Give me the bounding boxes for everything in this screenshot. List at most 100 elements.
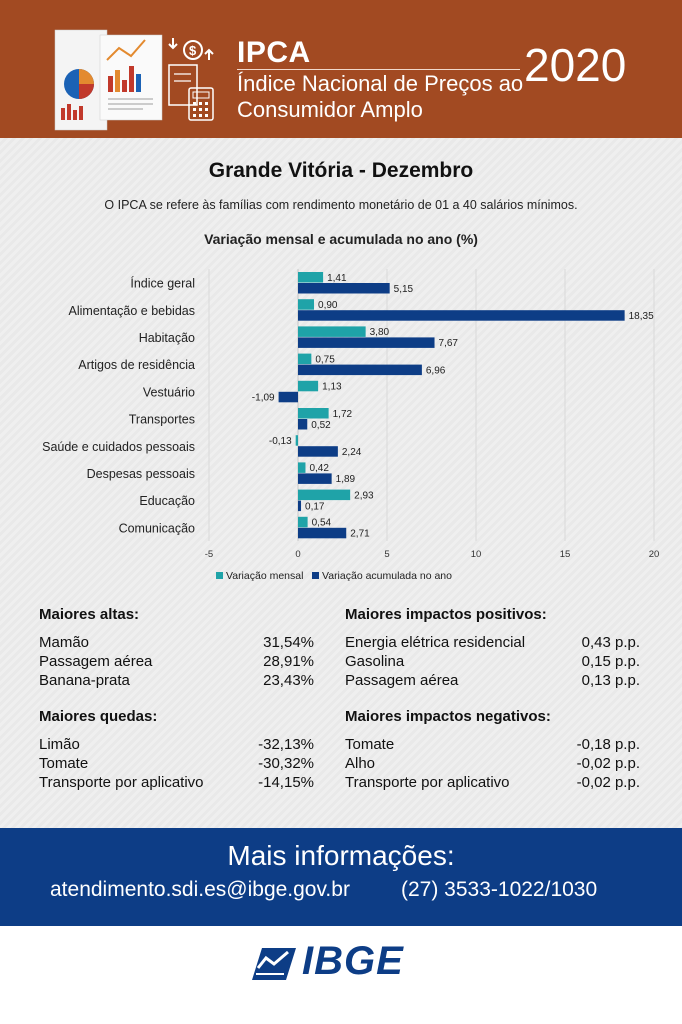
list-item: Banana-prata 23,43%	[39, 672, 314, 689]
list-item-name: Tomate	[345, 736, 395, 753]
contact-email-link[interactable]: atendimento.sdi.es@ibge.gov.br	[50, 878, 350, 901]
list-item-name: Mamão	[39, 634, 90, 651]
bar-accumulated	[278, 391, 298, 403]
list-item: Energia elétrica residencial 0,43 p.p.	[345, 634, 640, 651]
page-title: Grande Vitória - Dezembro	[208, 159, 474, 182]
list-item-name: Transporte por aplicativo	[345, 774, 510, 791]
report-illustration-icon: $	[54, 29, 214, 131]
data-label: 1,89	[336, 474, 356, 485]
bar-accumulated	[298, 446, 338, 457]
list-item-name: Tomate	[39, 755, 89, 772]
ibge-logo-icon	[252, 948, 296, 980]
data-label: 0,75	[315, 354, 335, 365]
data-label: 2,71	[350, 529, 370, 540]
data-label: 2,24	[342, 447, 362, 458]
data-label: 0,17	[305, 501, 325, 512]
list-item-name: Energia elétrica residencial	[345, 634, 526, 651]
category-label: Artigos de residência	[78, 358, 195, 372]
impactos-negativos-title: Maiores impactos negativos:	[345, 708, 551, 725]
data-label: 0,42	[309, 463, 329, 474]
footer-title: Mais informações:	[227, 840, 455, 871]
bar-monthly	[298, 516, 308, 528]
data-label: 1,72	[333, 409, 353, 420]
logo-text: IBGE	[302, 939, 404, 983]
header-subtitle: Índice Nacional de Preços ao Consumidor …	[237, 71, 527, 123]
bar-accumulated	[298, 283, 390, 294]
quedas-title: Maiores quedas:	[39, 708, 158, 725]
legend-label: Variação mensal	[226, 570, 303, 582]
x-tick-label: 0	[295, 549, 300, 560]
list-item-value: 0,13 p.p.	[581, 672, 640, 689]
list-item-value: -30,32%	[258, 755, 314, 772]
bar-accumulated	[298, 500, 302, 512]
list-item-value: 0,15 p.p.	[581, 653, 640, 670]
data-label: -0,13	[269, 436, 292, 447]
data-label: 6,96	[426, 365, 446, 376]
altas-title: Maiores altas:	[39, 606, 140, 623]
header-divider	[237, 69, 520, 70]
list-item-name: Alho	[345, 755, 376, 772]
category-label: Vestuário	[143, 385, 195, 399]
list-item-value: 28,91%	[263, 653, 314, 670]
list-item-name: Banana-prata	[39, 672, 130, 689]
x-tick-label: -5	[205, 549, 213, 560]
list-item: Tomate -30,32%	[39, 755, 314, 772]
list-item: Mamão 31,54%	[39, 634, 314, 651]
bar-chart: -5 0 5 10 15 20 Índice geral 1,41 5,15 Alimentaçã…	[42, 269, 660, 582]
header-year: 2020	[524, 39, 627, 91]
data-label: 5,15	[394, 284, 414, 295]
list-item-name: Passagem aérea	[345, 672, 459, 689]
list-item-value: 31,54%	[263, 634, 314, 651]
header-subtitle-line2: Consumidor Amplo	[237, 97, 423, 122]
bar-accumulated	[298, 527, 347, 539]
page-note: O IPCA se refere às famílias com rendime…	[104, 198, 578, 212]
list-item-value: -32,13%	[258, 736, 314, 753]
list-item-name: Passagem aérea	[39, 653, 153, 670]
data-label: 18,35	[629, 311, 654, 322]
list-item: Transporte por aplicativo -0,02 p.p.	[345, 774, 640, 791]
bar-monthly	[295, 435, 298, 446]
bar-monthly	[298, 462, 306, 473]
bar-monthly	[298, 326, 366, 337]
list-item-value: 0,43 p.p.	[581, 634, 640, 651]
x-tick-label: 20	[649, 549, 660, 560]
data-label: 0,90	[318, 300, 338, 311]
list-item-name: Transporte por aplicativo	[39, 774, 204, 791]
data-label: 0,52	[311, 420, 331, 431]
category-label: Despesas pessoais	[87, 467, 195, 481]
svg-text:$: $	[189, 43, 197, 58]
list-item: Gasolina 0,15 p.p.	[345, 653, 640, 670]
list-item: Passagem aérea 28,91%	[39, 653, 314, 670]
legend-swatch-monthly	[216, 572, 223, 579]
list-item-value: -14,15%	[258, 774, 314, 791]
category-label: Transportes	[129, 413, 195, 427]
data-label: 3,80	[370, 327, 390, 338]
bar-monthly	[298, 353, 312, 365]
legend-label: Variação acumulada no ano	[322, 570, 452, 582]
data-label: -1,09	[252, 393, 275, 404]
category-label: Saúde e cuidados pessoais	[42, 440, 195, 454]
list-item-name: Gasolina	[345, 653, 405, 670]
bar-accumulated	[298, 364, 422, 376]
list-item: Tomate -0,18 p.p.	[345, 736, 640, 753]
list-item-value: 23,43%	[263, 672, 314, 689]
data-label: 1,41	[327, 273, 347, 284]
list-item: Alho -0,02 p.p.	[345, 755, 640, 772]
bar-accumulated	[298, 473, 332, 484]
header-title: IPCA	[237, 36, 311, 69]
bar-monthly	[298, 408, 329, 419]
bar-monthly	[298, 272, 324, 283]
bar-monthly	[298, 299, 315, 310]
list-item: Limão -32,13%	[39, 736, 314, 753]
data-label: 7,67	[439, 338, 459, 349]
x-tick-label: 10	[471, 549, 482, 560]
list-item-value: -0,02 p.p.	[576, 774, 640, 791]
list-item: Transporte por aplicativo -14,15%	[39, 774, 314, 791]
content-panel	[0, 138, 682, 828]
list-item: Passagem aérea 0,13 p.p.	[345, 672, 640, 689]
bar-monthly	[298, 380, 319, 392]
legend-swatch-accumulated	[312, 572, 319, 579]
impactos-positivos-title: Maiores impactos positivos:	[345, 606, 547, 623]
data-label: 0,54	[312, 518, 332, 529]
list-item-value: -0,02 p.p.	[576, 755, 640, 772]
